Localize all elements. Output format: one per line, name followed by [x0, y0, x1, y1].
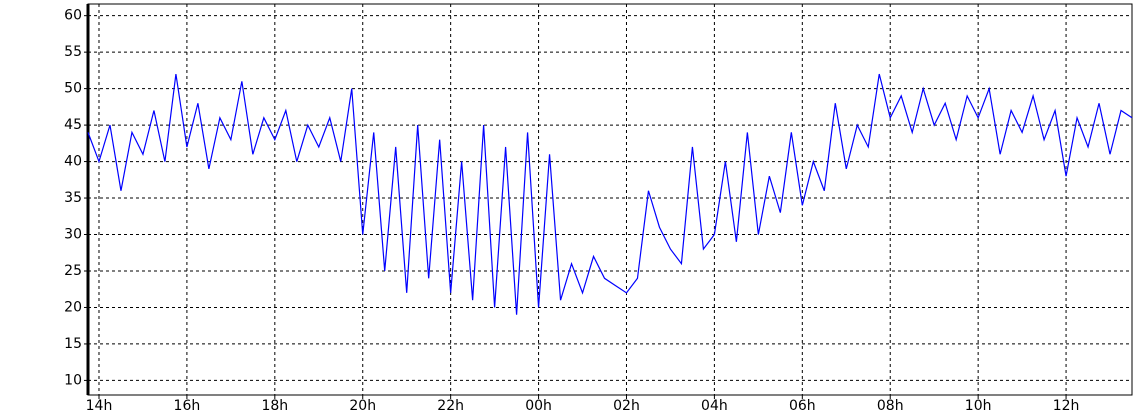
x-tick-label: 08h: [877, 398, 904, 414]
x-tick-label: 02h: [613, 398, 640, 414]
y-tick-label: 50: [64, 81, 82, 97]
y-tick-label: 25: [64, 263, 82, 279]
y-tick-label: 40: [64, 154, 82, 170]
x-tick-label: 10h: [965, 398, 992, 414]
y-tick-label: 35: [64, 190, 82, 206]
y-tick-label: 10: [64, 372, 82, 388]
x-tick-label: 22h: [437, 398, 464, 414]
x-tick-label: 20h: [349, 398, 376, 414]
plot-frame: [87, 3, 1133, 396]
y-tick-label: 30: [64, 227, 82, 243]
x-tick-label: 04h: [701, 398, 728, 414]
data-line: [87, 73, 1133, 315]
y-tick-label: 55: [64, 44, 82, 60]
x-tick-label: 06h: [789, 398, 816, 414]
x-tick-label: 12h: [1053, 398, 1080, 414]
y-tick-label: 45: [64, 117, 82, 133]
x-tick-label: 00h: [525, 398, 552, 414]
y-tick-label: 15: [64, 336, 82, 352]
x-tick-label: 14h: [86, 398, 113, 414]
y-tick-label: 60: [64, 8, 82, 24]
y-tick-label: 20: [64, 299, 82, 315]
x-tick-label: 18h: [261, 398, 288, 414]
x-tick-label: 16h: [174, 398, 201, 414]
